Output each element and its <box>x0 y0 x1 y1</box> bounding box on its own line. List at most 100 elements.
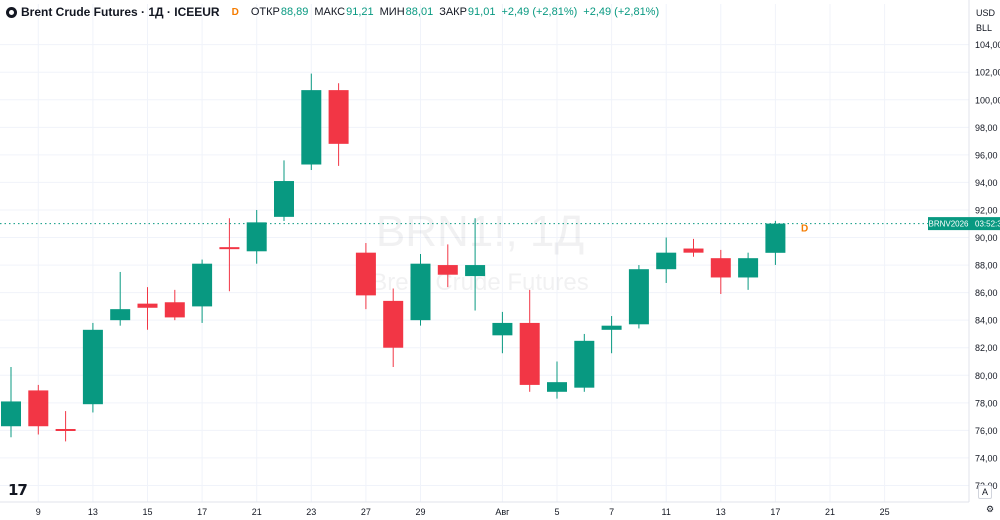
candle <box>246 209 267 264</box>
candle <box>547 361 567 399</box>
high-value: 91,21 <box>346 6 374 18</box>
watermark-symbol: BRN1!, 1Д <box>376 207 584 256</box>
open-value: 88,89 <box>280 6 309 18</box>
time-tick-label: 5 <box>554 507 559 517</box>
candle <box>738 252 759 290</box>
candle <box>519 289 540 392</box>
time-tick-label: 23 <box>306 507 316 517</box>
candle <box>164 289 185 321</box>
price-tick-label: 74,00 <box>975 453 998 463</box>
symbol-tag-label: BRNV2026 <box>928 220 969 229</box>
candle <box>710 249 731 294</box>
candles <box>1 73 786 442</box>
candle-body <box>410 263 431 321</box>
candle <box>355 243 376 310</box>
candle-body <box>301 90 322 165</box>
candle-body <box>355 252 376 296</box>
time-tick-label: 21 <box>252 507 262 517</box>
price-tick-label: 94,00 <box>975 178 998 188</box>
candle <box>574 333 595 392</box>
price-tick-label: 100,00 <box>975 95 1000 105</box>
candle <box>437 244 458 288</box>
candle <box>28 384 49 435</box>
price-tick-label: 104,00 <box>975 40 1000 50</box>
candle <box>82 322 103 413</box>
candle-body <box>383 300 404 348</box>
price-tick-label: 86,00 <box>975 288 998 298</box>
time-tick-label: 29 <box>415 507 425 517</box>
candle-body <box>28 390 49 427</box>
candle <box>1 367 21 438</box>
currency-unit[interactable]: USD BLL <box>976 8 995 34</box>
time-tick-label: 13 <box>716 507 726 517</box>
price-tick-label: 90,00 <box>975 233 998 243</box>
candle-body <box>192 263 213 307</box>
low-value: 88,01 <box>405 6 434 18</box>
candle-body <box>710 258 731 278</box>
candle <box>410 254 431 326</box>
price-tick-label: 84,00 <box>975 316 998 326</box>
candle-body <box>219 247 240 250</box>
price-tick-label: 98,00 <box>975 123 998 133</box>
unit-code: BLL <box>976 23 993 33</box>
candle-body <box>492 322 513 336</box>
price-tick-label: 96,00 <box>975 150 998 160</box>
price-tick-label: 92,00 <box>975 205 998 215</box>
candle-body <box>274 181 294 217</box>
time-tick-label: 13 <box>88 507 98 517</box>
candle-body <box>628 269 649 325</box>
candle <box>683 238 704 257</box>
delay-badge[interactable]: D <box>231 6 239 18</box>
candle <box>328 83 349 166</box>
symbol-tag <box>928 217 969 231</box>
time-tick-label: 11 <box>662 507 671 517</box>
close-label: ЗАКР <box>439 6 467 18</box>
candle-body <box>683 248 704 253</box>
candle-body <box>574 340 595 388</box>
last-price-tag: BRNV2026 03:52:3 <box>928 217 1000 231</box>
change-value: +2,49 (+2,81%) <box>501 6 578 18</box>
candle <box>55 411 76 442</box>
time-tick-label: Авг <box>495 507 510 517</box>
candle <box>628 265 649 329</box>
candle-body <box>601 325 622 330</box>
delay-marker: D <box>801 224 808 235</box>
high-label: МАКС <box>314 6 346 18</box>
candle <box>192 259 213 323</box>
countdown-label: 03:52:3 <box>975 220 1000 229</box>
candle <box>301 73 322 171</box>
price-tick-label: 102,00 <box>975 68 1000 78</box>
candle-body <box>246 222 267 252</box>
candle <box>601 316 622 354</box>
candle-body <box>55 428 76 431</box>
price-tick-label: 82,00 <box>975 343 998 353</box>
candle <box>110 271 131 326</box>
candle-body <box>82 329 103 405</box>
candle-body <box>465 265 486 277</box>
symbol-title[interactable]: Brent Crude Futures · 1Д · ICEEUR <box>21 5 220 19</box>
open-label: ОТКР <box>250 6 280 18</box>
candle <box>465 218 486 311</box>
price-scale[interactable]: 72,0074,0076,0078,0080,0082,0084,0086,00… <box>975 40 1000 491</box>
candle-body <box>328 90 349 144</box>
time-tick-label: 7 <box>609 507 614 517</box>
settings-gear-icon[interactable]: ⚙ <box>985 504 995 514</box>
candle-body <box>164 302 185 318</box>
time-tick-label: 21 <box>825 507 835 517</box>
price-tick-label: 88,00 <box>975 261 998 271</box>
tradingview-logo[interactable]: 17 <box>8 481 28 499</box>
price-tick-label: 78,00 <box>975 398 998 408</box>
candle <box>492 311 513 354</box>
candle <box>765 220 786 265</box>
candle-body <box>437 265 458 275</box>
candle-body <box>765 223 786 253</box>
candle-body <box>137 303 158 308</box>
candle-body <box>738 258 759 278</box>
currency-code: USD <box>976 8 996 18</box>
auto-scale-button[interactable]: A <box>978 485 992 499</box>
countdown-tag <box>969 217 1000 231</box>
candle <box>656 237 677 283</box>
time-scale[interactable]: 9 13 15 17 21 23 27 29 Авг 5 7 11 13 17 21 25 <box>36 507 890 517</box>
close-value: 91,01 <box>467 6 496 18</box>
